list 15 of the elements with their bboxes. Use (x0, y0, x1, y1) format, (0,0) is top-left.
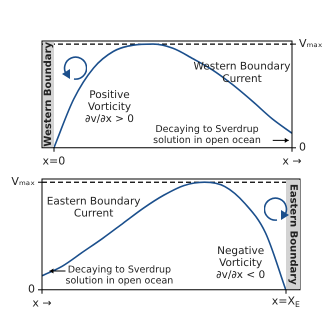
annotation: Decaying to Sverdrup solution in open ocean (66, 264, 174, 286)
boundary-wall: Western Boundary (42, 42, 54, 148)
annotation: Eastern Boundary Current (46, 196, 141, 220)
text: 0 (299, 140, 306, 154)
annotation: Decaying to Sverdrup solution in open ocean (153, 124, 261, 146)
x-tick-label: x → (32, 296, 52, 310)
x-tick-label: x=0 (42, 154, 66, 168)
annotation: Negative Vorticity ∂v/∂x < 0 (216, 244, 266, 282)
ref-line-label: Vₘₐₓ (11, 175, 36, 188)
ref-line-label: Vₘₐₓ (299, 36, 323, 50)
annotation: Eastern Boundary (288, 184, 299, 285)
boundary-wall: Eastern Boundary (286, 180, 300, 290)
annotation: Positive Vorticity ∂v/∂x > 0 (85, 88, 134, 126)
x-tick-label: x → (282, 154, 302, 168)
text: 0 (28, 282, 35, 296)
